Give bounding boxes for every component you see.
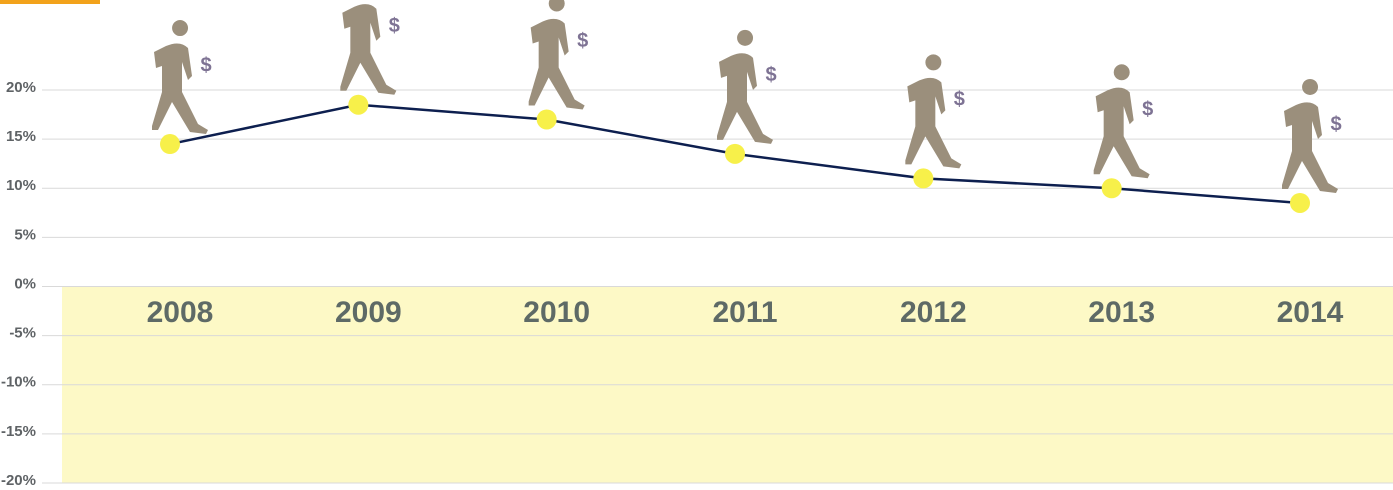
- walker-body: [1282, 78, 1338, 193]
- plot-layer: 2008 2009 2010 2011 2012 2013 2014: [147, 94, 1344, 329]
- dollar-icon: $: [577, 30, 588, 52]
- x-tick-label: 2013: [1088, 296, 1155, 329]
- y-tick-label: -10%: [1, 374, 36, 391]
- walker-icon: $: [905, 54, 965, 169]
- walker-body: [717, 29, 773, 144]
- dollar-icon: $: [1330, 113, 1341, 135]
- accent-bar: [0, 0, 100, 4]
- walker-body: [152, 20, 208, 135]
- point: [348, 94, 369, 115]
- walker-icon: $: [1282, 78, 1342, 193]
- walker-icon: $: [152, 20, 212, 135]
- walker-body: [340, 4, 397, 95]
- point: [536, 109, 557, 130]
- point: [913, 168, 934, 189]
- walker-icon: $: [1093, 64, 1153, 179]
- x-tick-label: 2008: [147, 296, 214, 329]
- y-tick-label: -20%: [1, 472, 36, 489]
- dollar-icon: $: [389, 15, 400, 37]
- y-tick-label: 0%: [14, 275, 36, 292]
- point: [725, 143, 745, 164]
- dollar-icon: $: [200, 54, 211, 76]
- walker-body: [528, 0, 585, 110]
- icon-layer: $ $ $ $ $ $ $: [152, 0, 1342, 193]
- point: [1101, 178, 1122, 199]
- point: [1290, 192, 1310, 213]
- x-tick-label: 2014: [1277, 296, 1344, 329]
- y-tick-label: 20%: [6, 79, 36, 96]
- dollar-icon: $: [765, 64, 776, 86]
- y-tick-label: 10%: [6, 177, 36, 194]
- walker-icon: $: [340, 4, 400, 95]
- y-tick-label: 5%: [14, 226, 36, 243]
- walker-body: [905, 54, 962, 169]
- walker-icon: $: [528, 0, 588, 110]
- walker-icon: $: [717, 29, 777, 144]
- point: [160, 134, 180, 155]
- walker-body: [1093, 64, 1150, 179]
- dollar-icon: $: [1142, 99, 1153, 121]
- x-tick-label: 2009: [335, 296, 402, 329]
- y-tick-label: -15%: [1, 423, 36, 440]
- x-tick-label: 2012: [900, 296, 967, 329]
- y-tick-label: 15%: [6, 128, 36, 145]
- y-tick-label: -5%: [9, 325, 36, 342]
- dollar-icon: $: [954, 89, 965, 111]
- grid-layer: -20% -15% -10% -5% 0% 5% 10% 15% 20%: [1, 79, 1393, 489]
- x-tick-label: 2010: [523, 296, 590, 329]
- x-tick-label: 2011: [712, 296, 777, 329]
